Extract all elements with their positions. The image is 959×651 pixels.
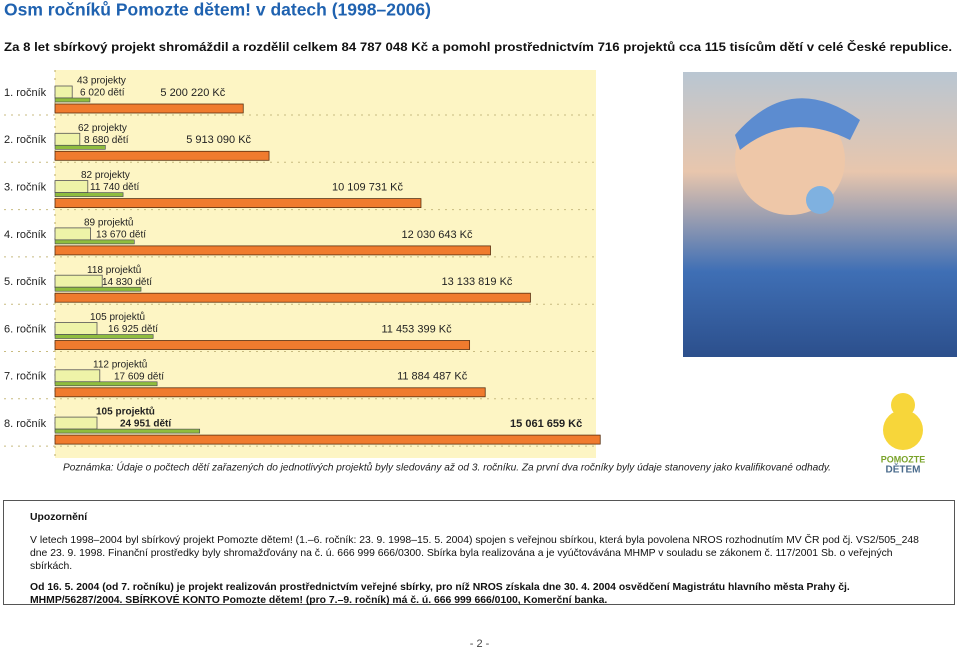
title: Osm ročníků Pomozte dětem! v datech (199… [4, 0, 431, 20]
projects-label: 82 projekty [81, 170, 130, 181]
projects-bar [54, 274, 103, 288]
notice-paragraph: V letech 1998–2004 byl sbírkový projekt … [30, 535, 919, 572]
projects-label: 89 projektů [84, 217, 133, 229]
projects-bar [54, 322, 98, 335]
amount-label: 5 913 090 Kč [186, 134, 251, 146]
projects-bar [54, 369, 101, 383]
page-number: - 2 - [469, 638, 490, 650]
amount-bar [54, 198, 422, 209]
children-label: 17 609 dětí [114, 371, 164, 382]
children-bar [54, 334, 154, 339]
row-label: 5. ročník [4, 276, 47, 288]
logo-line1: POMOZTE [881, 454, 926, 464]
projects-label: 62 projekty [78, 123, 127, 134]
row-label: 3. ročník [4, 182, 47, 194]
notice-paragraph: Od 16. 5. 2004 (od 7. ročníku) je projek… [30, 582, 850, 606]
projects-label: 43 projekty [77, 76, 126, 87]
children-label: 24 951 dětí [120, 419, 172, 430]
children-bar [54, 381, 158, 387]
children-label: 14 830 dětí [102, 277, 152, 288]
amount-bar [54, 150, 270, 161]
row-label: 6. ročník [4, 323, 47, 335]
children-bar [54, 145, 106, 150]
amount-bar [54, 245, 491, 256]
amount-label: 12 030 643 Kč [402, 229, 473, 241]
amount-bar [54, 340, 471, 350]
row-label: 1. ročník [4, 87, 47, 99]
projects-bar [54, 132, 81, 146]
amount-label: 5 200 220 Kč [160, 87, 225, 99]
amount-label: 11 453 399 Kč [381, 323, 452, 335]
row-label: 8. ročník [4, 418, 47, 430]
photo-cap [735, 98, 860, 150]
children-bar [54, 286, 142, 292]
projects-bar [54, 180, 89, 194]
amount-bar [54, 434, 601, 445]
children-label: 8 680 dětí [84, 135, 129, 146]
note: Poznámka: Údaje o počtech dětí zařazenýc… [63, 461, 831, 474]
children-label: 16 925 dětí [108, 324, 158, 335]
chart: Osm ročníků Pomozte dětem! v datech (199… [4, 0, 957, 476]
amount-label: 11 884 487 Kč [397, 371, 468, 383]
amount-label: 13 133 819 Kč [441, 276, 512, 288]
amount-bar [54, 292, 531, 303]
children-bar [54, 239, 135, 245]
amount-label: 15 061 659 Kč [510, 418, 582, 430]
amount-label: 10 109 731 Kč [332, 182, 403, 194]
logo-line2: DĚTEM [886, 463, 921, 476]
row-label: 2. ročník [4, 134, 47, 146]
children-label: 6 020 dětí [80, 88, 125, 99]
projects-label: 105 projektů [96, 406, 155, 418]
projects-label: 105 projektů [90, 311, 145, 323]
notice: Upozornění V letech 1998–2004 byl sbírko… [3, 500, 955, 606]
photo-pacifier [806, 186, 834, 214]
logo-mascot-head [891, 393, 915, 417]
children-bar [54, 97, 91, 103]
notice-heading: Upozornění [30, 512, 88, 523]
projects-bar [54, 85, 73, 99]
projects-label: 112 projektů [93, 358, 147, 370]
subtitle: Za 8 let sbírkový projekt shromáždil a r… [4, 41, 952, 54]
children-bar [54, 428, 201, 434]
row-label: 4. ročník [4, 229, 47, 241]
amount-bar [54, 103, 244, 114]
projects-bar [54, 227, 91, 241]
projects-label: 118 projektů [87, 264, 141, 276]
projects-bar [54, 416, 98, 430]
children-bar [54, 192, 124, 197]
logo-mascot [883, 410, 923, 450]
row-label: 7. ročník [4, 371, 47, 383]
children-label: 13 670 dětí [96, 230, 146, 241]
children-label: 11 740 dětí [90, 182, 140, 193]
amount-bar [54, 387, 486, 398]
